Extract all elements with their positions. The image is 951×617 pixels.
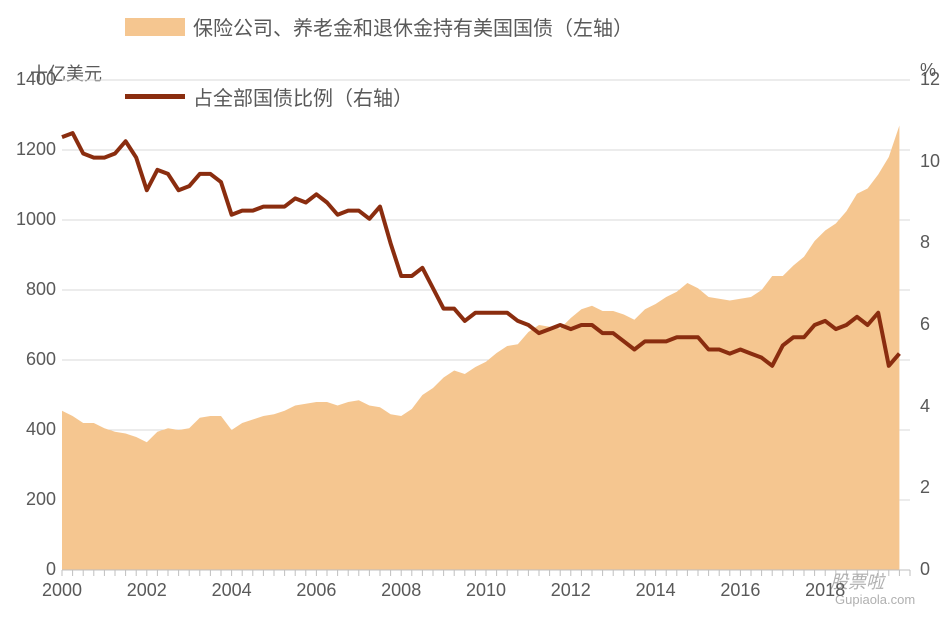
- x-tick-label: 2010: [466, 580, 506, 601]
- x-tick-label: 2014: [636, 580, 676, 601]
- x-tick-label: 2018: [805, 580, 845, 601]
- y-right-tick-label: 2: [920, 477, 930, 498]
- x-tick-label: 2016: [720, 580, 760, 601]
- chart-container: 保险公司、养老金和退休金持有美国国债（左轴） 占全部国债比例（右轴） 十亿美元 …: [0, 0, 951, 617]
- y-left-tick-label: 1400: [6, 69, 56, 90]
- y-right-tick-label: 4: [920, 396, 930, 417]
- x-tick-label: 2012: [551, 580, 591, 601]
- y-left-tick-label: 1200: [6, 139, 56, 160]
- y-right-tick-label: 12: [920, 69, 940, 90]
- x-tick-label: 2004: [212, 580, 252, 601]
- y-left-tick-label: 0: [6, 559, 56, 580]
- y-right-tick-label: 0: [920, 559, 930, 580]
- y-left-tick-label: 1000: [6, 209, 56, 230]
- y-right-tick-label: 10: [920, 151, 940, 172]
- y-left-tick-label: 200: [6, 489, 56, 510]
- y-left-tick-label: 400: [6, 419, 56, 440]
- watermark-sub: Gupiaola.com: [835, 592, 915, 607]
- y-right-tick-label: 8: [920, 232, 930, 253]
- plot-area: [0, 0, 951, 617]
- x-tick-label: 2006: [296, 580, 336, 601]
- x-tick-label: 2002: [127, 580, 167, 601]
- x-tick-label: 2008: [381, 580, 421, 601]
- x-tick-label: 2000: [42, 580, 82, 601]
- y-right-tick-label: 6: [920, 314, 930, 335]
- y-left-tick-label: 800: [6, 279, 56, 300]
- y-left-tick-label: 600: [6, 349, 56, 370]
